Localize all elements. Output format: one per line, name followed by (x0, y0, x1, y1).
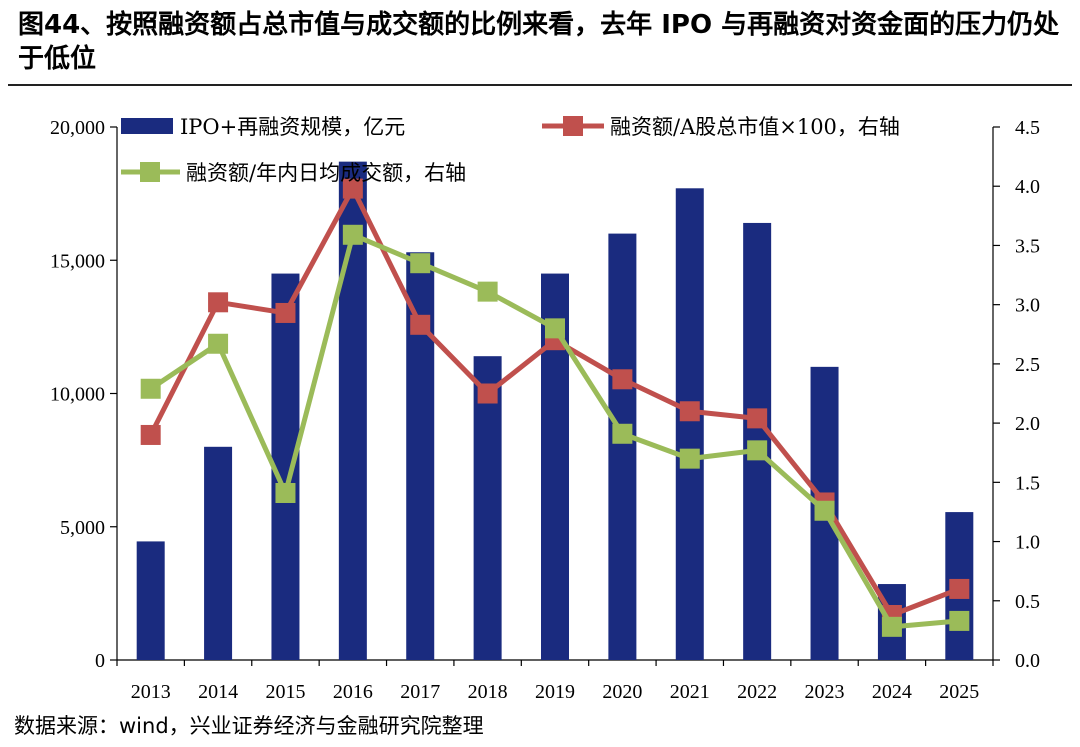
turnover-ratio-point (140, 378, 161, 399)
bar-series (136, 161, 974, 661)
axis-labels: 0 5,000 10,000 15,000 20,000 0.0 0.5 1.0 1.5 2.0 2… (50, 117, 1040, 703)
market-cap-ratio-point (747, 408, 768, 429)
x-tick-label: 2025 (939, 681, 979, 703)
legend-line1-label: 融资额/A股总市值×100，右轴 (610, 115, 900, 139)
turnover-ratio-point (410, 253, 431, 274)
bar (608, 233, 637, 660)
line-series (140, 178, 970, 637)
turnover-ratio-point (477, 281, 498, 302)
x-tick-label: 2020 (602, 681, 642, 703)
right-tick-label: 1.0 (1015, 532, 1040, 554)
turnover-ratio-point (342, 224, 363, 245)
x-tick-label: 2021 (670, 681, 710, 703)
left-tick-label: 20,000 (50, 117, 105, 139)
legend-line2-marker (140, 162, 160, 182)
right-tick-label: 4.0 (1015, 176, 1040, 198)
x-tick-label: 2013 (131, 681, 171, 703)
turnover-ratio-point (949, 610, 970, 631)
market-cap-ratio-point (342, 178, 363, 199)
left-tick-label: 0 (95, 650, 105, 672)
x-tick-label: 2018 (468, 681, 508, 703)
turnover-ratio-point (814, 500, 835, 521)
turnover-ratio-point (208, 333, 229, 354)
legend-bar-label: IPO+再融资规模，亿元 (180, 115, 405, 139)
bar (204, 446, 233, 660)
title-divider (8, 84, 1072, 86)
turnover-ratio-point (881, 616, 902, 637)
turnover-ratio-point (747, 440, 768, 461)
right-tick-label: 0.0 (1015, 650, 1040, 672)
right-tick-label: 2.5 (1015, 354, 1040, 376)
market-cap-ratio-point (612, 369, 633, 390)
turnover-ratio-point (275, 482, 296, 503)
right-tick-label: 3.0 (1015, 295, 1040, 317)
market-cap-ratio-point (410, 314, 431, 335)
left-tick-label: 15,000 (50, 250, 105, 272)
source-note: 数据来源：wind，兴业证券经济与金融研究院整理 (14, 714, 484, 738)
legend-line2-label: 融资额/年内日均成交额，右轴 (186, 161, 466, 185)
x-tick-label: 2022 (737, 681, 777, 703)
market-cap-ratio-point (477, 383, 498, 404)
right-tick-label: 0.5 (1015, 591, 1040, 613)
legend: IPO+再融资规模，亿元 融资额/A股总市值×100，右轴融资额/年内日均成交额，… (121, 115, 900, 185)
x-tick-label: 2024 (872, 681, 912, 703)
market-cap-ratio-point (208, 292, 229, 313)
legend-line1-marker (563, 116, 583, 136)
x-tick-label: 2023 (805, 681, 845, 703)
right-tick-label: 2.0 (1015, 413, 1040, 435)
x-tick-label: 2017 (400, 681, 440, 703)
left-tick-label: 10,000 (50, 384, 105, 406)
bar (675, 188, 704, 661)
combo-chart: 0 5,000 10,000 15,000 20,000 0.0 0.5 1.0 1.5 2.0 2… (50, 115, 1040, 703)
turnover-ratio-point (612, 423, 633, 444)
market-cap-ratio-point (275, 302, 296, 323)
chart-title: 图44、按照融资额占总市值与成交额的比例来看，去年 IPO 与再融资对资金面的压… (18, 10, 1060, 74)
right-tick-label: 1.5 (1015, 472, 1040, 494)
turnover-ratio-point (545, 318, 565, 339)
bar (473, 356, 502, 660)
bar (406, 252, 435, 660)
legend-bar-swatch (121, 118, 173, 134)
left-tick-label: 5,000 (60, 517, 105, 539)
right-tick-label: 4.5 (1015, 117, 1040, 139)
bar (136, 541, 165, 660)
x-tick-label: 2019 (535, 681, 575, 703)
market-cap-ratio-point (949, 578, 970, 599)
turnover-ratio-point (679, 448, 700, 469)
x-tick-label: 2014 (198, 681, 238, 703)
market-cap-ratio-point (679, 401, 700, 422)
market-cap-ratio-point (140, 424, 161, 445)
x-tick-label: 2016 (333, 681, 373, 703)
x-tick-label: 2015 (265, 681, 305, 703)
right-tick-label: 3.5 (1015, 235, 1040, 257)
